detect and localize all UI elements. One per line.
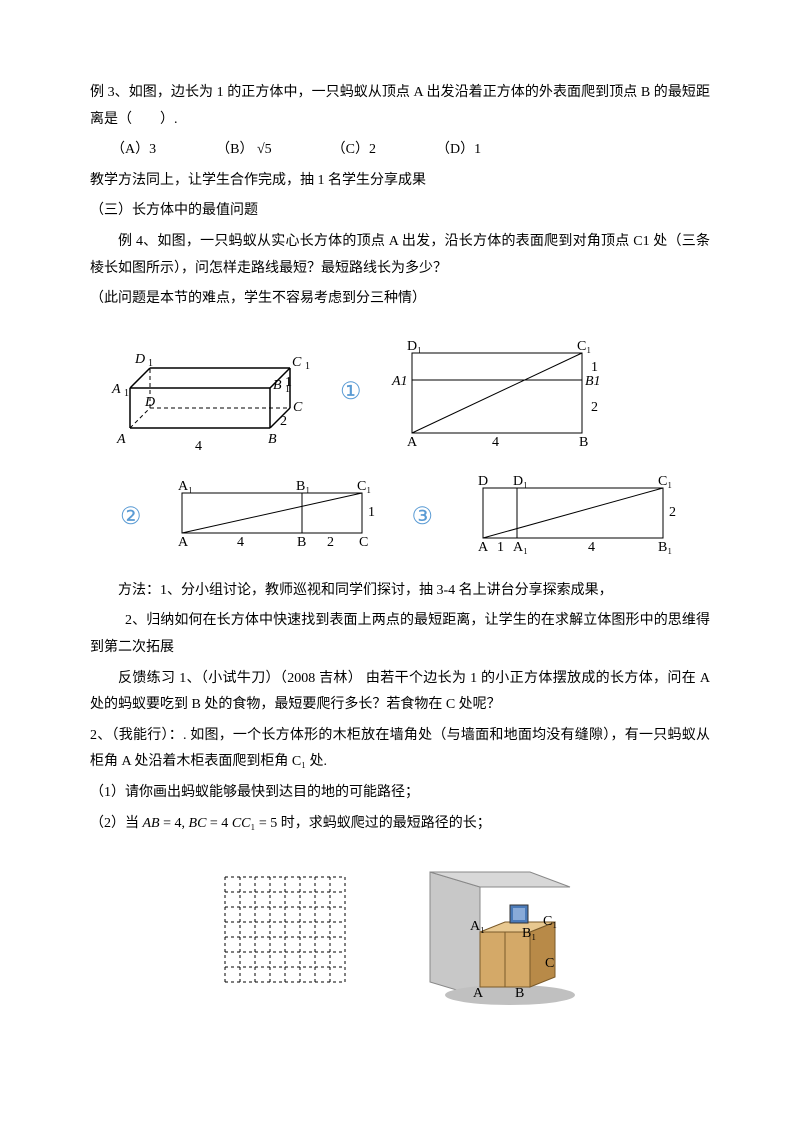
cab-A1: A₁: [470, 919, 485, 934]
cab-C1: C₁: [543, 914, 557, 929]
u1-A1: A1: [391, 374, 408, 389]
u2-dim2: 2: [327, 535, 334, 550]
svg-text:1: 1: [305, 361, 310, 372]
dim-1: 1: [285, 375, 292, 390]
cab-C: C: [545, 956, 554, 971]
u1-D1: D₁: [407, 339, 422, 354]
u3-D1: D₁: [513, 474, 528, 489]
example4-line2: （此问题是本节的难点，学生不容易考虑到分三种情）: [90, 286, 710, 313]
u1-dim1: 1: [591, 360, 598, 375]
u3-A: A: [478, 540, 489, 555]
feedback-practice-2-q2: （2）当 AB = 4, BC = 4 CC₁ = 5 时，求蚂蚁爬过的最短路径…: [90, 811, 710, 838]
cab-B: B: [515, 986, 524, 1001]
u3-dim2: 2: [669, 505, 676, 520]
label-B1: B: [273, 378, 282, 393]
u2-A: A: [178, 535, 189, 550]
u2-dim4: 4: [237, 535, 244, 550]
unfold1-diagram: D₁ C₁ A1 B1 A B 1 2 4: [382, 333, 612, 453]
dim-2: 2: [280, 414, 287, 429]
svg-text:1: 1: [148, 358, 153, 369]
u1-B: B: [579, 435, 588, 450]
label-D1: D: [134, 352, 145, 367]
u2-A1t: A₁: [178, 479, 193, 494]
option-b: （B） √5: [216, 137, 272, 164]
label-C1: C: [292, 355, 302, 370]
label-D: D: [144, 395, 155, 410]
u3-B1: B₁: [658, 540, 672, 555]
example4-line1: 例 4、如图，一只蚂蚁从实心长方体的顶点 A 出发，沿长方体的表面爬到对角顶点 …: [90, 229, 710, 282]
label-A1: A: [111, 382, 121, 397]
svg-text:1: 1: [124, 388, 129, 399]
diagram-row-1: D1 C1 A1 B1 D C A B 4 2 1 ① D₁ C₁ A1 B1 …: [90, 328, 710, 458]
u1-A: A: [407, 435, 418, 450]
circle-3-icon: ③: [412, 495, 434, 541]
u1-B1: B1: [585, 374, 601, 389]
label-A: A: [116, 432, 126, 447]
method-discuss-2: 2、归纳如何在长方体中快速找到表面上两点的最短距离，让学生的在求解立体图形中的思…: [90, 608, 710, 661]
u1-C1: C₁: [577, 339, 591, 354]
u3-C1: C₁: [658, 474, 672, 489]
u3-dim1: 1: [497, 540, 504, 555]
unfold2-diagram: A₁ B₁ C₁ A B C 4 2 1: [162, 478, 392, 558]
bottom-figures: A₁ B₁ C₁ C A B: [90, 867, 710, 1007]
u2-dim1: 1: [368, 505, 375, 520]
label-C: C: [293, 400, 303, 415]
example3-text: 例 3、如图，边长为 1 的正方体中，一只蚂蚁从顶点 A 出发沿着正方体的外表面…: [90, 80, 710, 133]
u1-dim4: 4: [492, 435, 499, 450]
method-discuss-1: 方法：1、分小组讨论，教师巡视和同学们探讨，抽 3-4 名上讲台分享探索成果，: [90, 578, 710, 605]
teaching-method-1: 教学方法同上，让学生合作完成，抽 1 名学生分享成果: [90, 168, 710, 195]
example3-options: （A）3 （B） √5 （C）2 （D）1: [90, 137, 710, 164]
u2-C: C: [359, 535, 368, 550]
unfold3-diagram: D D₁ C₁ A A₁ B₁ 1 4 2: [453, 473, 683, 563]
u3-A1: A₁: [513, 540, 528, 555]
dim-4: 4: [195, 439, 202, 454]
feedback-practice-2-q1: （1）请你画出蚂蚁能够最快到达目的地的可能路径；: [90, 780, 710, 807]
cab-B1: B₁: [522, 926, 536, 941]
feedback-practice-2-intro: 2、（我能行）：. 如图，一个长方体形的木柜放在墙角处（与墙面和地面均没有缝隙）…: [90, 723, 710, 776]
u2-B1t: B₁: [296, 479, 310, 494]
u3-D: D: [478, 474, 488, 489]
grid-dots-diagram: [215, 867, 355, 997]
circle-2-icon: ②: [120, 495, 142, 541]
option-c: （C）2: [332, 137, 376, 164]
feedback-practice-1: 反馈练习 1、（小试牛刀）（2008 吉林） 由若干个边长为 1 的小正方体摆放…: [90, 666, 710, 719]
cuboid-diagram: D1 C1 A1 B1 D C A B 4 2 1: [90, 328, 320, 458]
circle-1-icon: ①: [340, 370, 362, 416]
option-d: （D）1: [436, 137, 481, 164]
cabinet-diagram: A₁ B₁ C₁ C A B: [415, 867, 585, 1007]
u2-B: B: [297, 535, 306, 550]
cab-A: A: [473, 986, 484, 1001]
label-B: B: [268, 432, 277, 447]
option-a: （A）3: [111, 137, 156, 164]
u2-C1: C₁: [357, 479, 371, 494]
section3-title: （三）长方体中的最值问题: [90, 198, 710, 225]
u3-dim4: 4: [588, 540, 595, 555]
u1-dim2: 2: [591, 400, 598, 415]
diagram-row-2: ② A₁ B₁ C₁ A B C 4 2 1 ③ D D₁ C₁ A A₁ B₁…: [90, 473, 710, 563]
